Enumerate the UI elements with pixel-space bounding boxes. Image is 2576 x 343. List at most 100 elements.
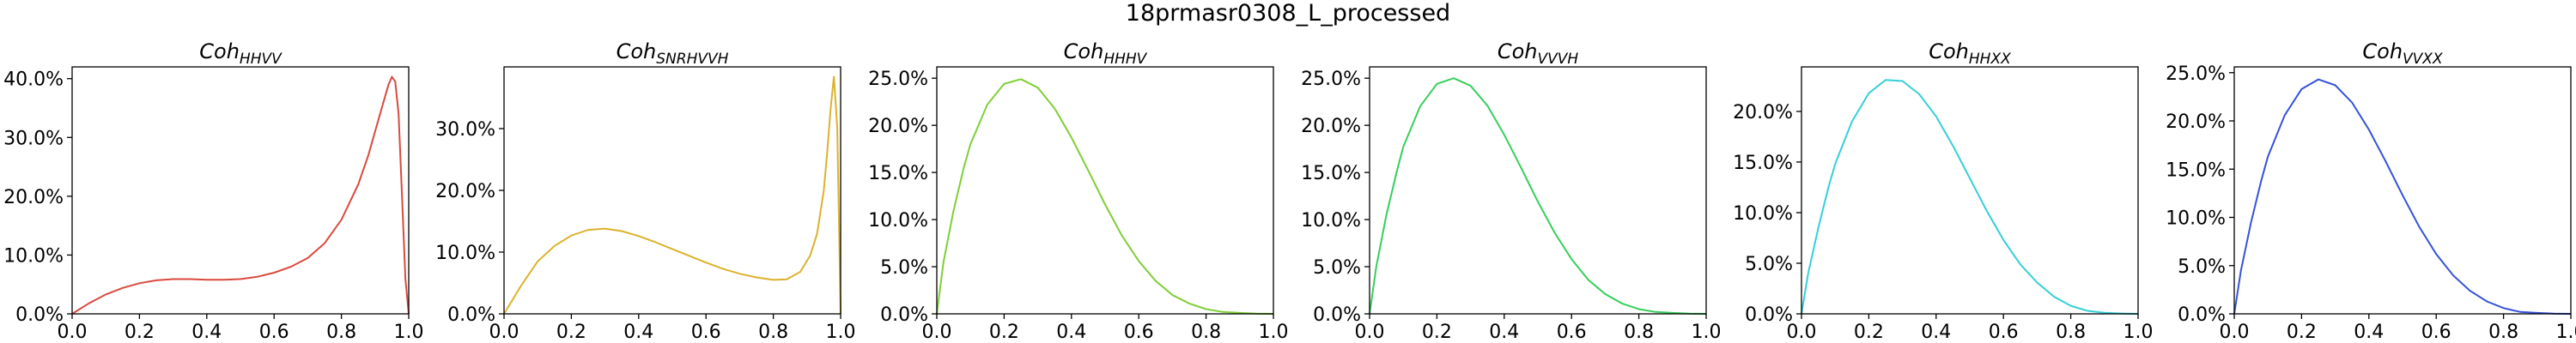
axes-frame (71, 66, 410, 315)
series-line (2233, 78, 2572, 315)
subplot-title: CohHHHV (1064, 39, 1148, 68)
x-tick-label: 0.8 (758, 322, 788, 343)
x-tick-label: 0.2 (989, 322, 1019, 343)
x-tick-label: 0.6 (2421, 322, 2451, 343)
y-tick-label: 5.0% (1745, 254, 1793, 275)
x-tick-label: 0.8 (2056, 322, 2086, 343)
x-tick-label: 0.0 (922, 322, 952, 343)
x-tick-label: 0.4 (191, 322, 222, 343)
subplot-title-main: Coh (2362, 39, 2403, 63)
x-tick-label: 0.4 (1056, 322, 1086, 343)
subplot-title: CohSNRHVVH (617, 39, 729, 68)
x-tick-label: 0.2 (2287, 322, 2317, 343)
subplot-hhvv: CohHHVV 0.0 0.2 0.4 0.6 0.8 1.0 0.0% 10.0% 20.0% 3… (3, 39, 423, 343)
subplot-title-main: Coh (1929, 39, 1969, 63)
y-tick-label: 0.0% (1745, 304, 1793, 326)
y-tick-label: 20.0% (1733, 102, 1793, 123)
y-tick-label: 40.0% (3, 69, 64, 91)
x-tick-label: 1.0 (2556, 322, 2576, 343)
subplot-title-main: Coh (1498, 39, 1538, 63)
subplot-vvxx: CohVVXX 0.0 0.2 0.4 0.6 0.8 1.0 0.0% 5.0% 10.0% 15… (2166, 39, 2576, 343)
x-tick-label: 0.6 (1124, 322, 1154, 343)
x-tick-label: 0.2 (1422, 322, 1452, 343)
x-tick-label: 0.4 (1489, 322, 1519, 343)
x-tick-label: 0.0 (1787, 322, 1817, 343)
subplot-title-subscript: SNRHVVH (656, 51, 728, 68)
x-tick-label: 1.0 (2123, 322, 2154, 343)
x-tick-label: 1.0 (1692, 322, 1722, 343)
y-tick-label: 15.0% (1301, 163, 1361, 184)
x-tick-label: 0.2 (125, 322, 155, 343)
subplot-title: CohHHVV (199, 39, 283, 68)
y-tick-label: 25.0% (868, 69, 928, 90)
y-tick-label: 5.0% (2178, 256, 2226, 278)
x-tick-label: 1.0 (1259, 322, 1289, 343)
subplot-title: CohHHXX (1929, 39, 2011, 68)
x-tick-label: 0.8 (1191, 322, 1221, 343)
series-line (936, 78, 1274, 315)
axes-frame (936, 66, 1274, 315)
y-tick-label: 20.0% (1301, 116, 1361, 137)
subplot-title: CohVVVH (1498, 39, 1579, 68)
subplot-title-main: Coh (1064, 39, 1104, 63)
subplot-title: CohVVXX (2362, 39, 2443, 68)
x-tick-label: 1.0 (826, 322, 856, 343)
subplot-snrhvvh: CohSNRHVVH 0.0 0.2 0.4 0.6 0.8 1.0 0.0% 10.0% 20.… (435, 39, 855, 343)
y-tick-label: 10.0% (1301, 210, 1361, 232)
x-tick-label: 0.8 (1624, 322, 1654, 343)
y-tick-label: 20.0% (2166, 111, 2226, 133)
y-tick-label: 10.0% (3, 245, 64, 267)
subplot-hhhv: CohHHHV 0.0 0.2 0.4 0.6 0.8 1.0 0.0% 5.0% 10.0% 15… (868, 39, 1288, 343)
subplot-hhxx: CohHHXX 0.0 0.2 0.4 0.6 0.8 1.0 0.0% 5.0% 10.0% 15… (1733, 39, 2153, 343)
y-tick-label: 20.0% (868, 116, 928, 137)
y-tick-label: 5.0% (1313, 257, 1361, 279)
axes-frame (1801, 66, 2139, 315)
series-line (71, 75, 410, 315)
series-line (503, 75, 841, 315)
figure-title: 18prmasr0308_L_processed (1126, 0, 1450, 27)
y-tick-label: 0.0% (2178, 304, 2226, 326)
x-tick-label: 0.4 (623, 322, 653, 343)
subplot-title-subscript: VVXX (2403, 51, 2443, 68)
y-tick-label: 30.0% (435, 119, 495, 141)
y-tick-label: 25.0% (2166, 63, 2226, 85)
x-tick-label: 0.0 (2220, 322, 2250, 343)
x-tick-label: 0.0 (489, 322, 519, 343)
y-tick-label: 10.0% (1733, 203, 1793, 225)
subplot-title-main: Coh (199, 39, 240, 63)
x-tick-label: 0.0 (1355, 322, 1385, 343)
x-tick-label: 0.0 (58, 322, 88, 343)
y-tick-label: 20.0% (435, 181, 495, 202)
subplot-vvvh: CohVVVH 0.0 0.2 0.4 0.6 0.8 1.0 0.0% 5.0% 10.0% 15… (1301, 39, 1721, 343)
x-tick-label: 0.6 (1989, 322, 2019, 343)
y-tick-label: 30.0% (3, 128, 64, 149)
subplot-title-main: Coh (617, 39, 657, 63)
x-tick-label: 0.2 (556, 322, 586, 343)
subplot-title-subscript: VVVH (1537, 51, 1578, 68)
x-tick-label: 1.0 (394, 322, 424, 343)
y-tick-label: 0.0% (880, 304, 928, 326)
subplot-title-subscript: HHXX (1969, 51, 2011, 68)
x-tick-label: 0.4 (1921, 322, 1951, 343)
y-tick-label: 15.0% (868, 163, 928, 184)
y-tick-label: 0.0% (15, 304, 64, 326)
subplot-title-subscript: HHVV (240, 51, 283, 68)
y-tick-label: 15.0% (1733, 153, 1793, 174)
x-tick-label: 0.2 (1854, 322, 1884, 343)
x-tick-label: 0.6 (1557, 322, 1587, 343)
x-tick-label: 0.4 (2354, 322, 2384, 343)
y-tick-label: 20.0% (3, 187, 64, 208)
y-tick-label: 10.0% (868, 210, 928, 232)
x-tick-label: 0.6 (259, 322, 289, 343)
y-tick-label: 0.0% (447, 304, 495, 326)
y-tick-label: 10.0% (435, 243, 495, 264)
series-line (1801, 79, 2139, 315)
axes-frame (2233, 66, 2572, 315)
y-tick-label: 0.0% (1313, 304, 1361, 326)
y-tick-label: 10.0% (2166, 208, 2226, 230)
y-tick-label: 15.0% (2166, 159, 2226, 181)
x-tick-label: 0.6 (691, 322, 721, 343)
series-line (1369, 77, 1707, 315)
